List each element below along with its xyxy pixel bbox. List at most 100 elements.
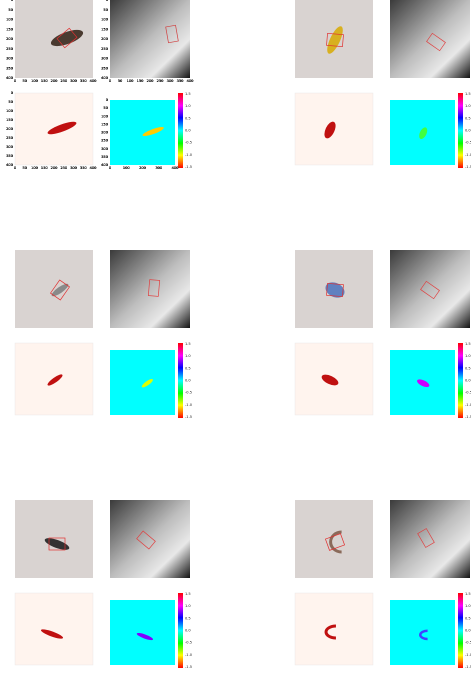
x-tick-label: 100 xyxy=(123,166,131,170)
x-tick-label: 100 xyxy=(123,166,131,170)
colorbar-tick-label: 1.5 xyxy=(465,592,471,596)
y-tick-label: 400 xyxy=(101,163,109,167)
y-tick-label: 100 xyxy=(101,18,109,22)
x-tick-label: 200 xyxy=(139,166,147,170)
y-tick-label: 350 xyxy=(101,155,109,159)
y-tick-label: 50 xyxy=(8,100,13,104)
y-tick-label: 0 xyxy=(11,91,14,95)
y-tick-label: 200 xyxy=(6,37,14,41)
y-tick-label: 150 xyxy=(6,118,14,122)
y-tick-label: 0 xyxy=(106,98,109,102)
rgb-content xyxy=(50,27,84,49)
x-tick-label: 350 xyxy=(80,166,88,170)
panel: 1.5 1.0 0.5 0.0 -0.5 -1.0 -1.5 xyxy=(14,250,193,419)
grasp-box xyxy=(50,279,70,301)
x-tick-label: 100 xyxy=(127,79,135,83)
x-tick-label: 300 xyxy=(167,79,175,83)
x-tick-label: 200 xyxy=(139,166,147,170)
x-tick-label: 350 xyxy=(177,79,185,83)
colorbar-tick-label: 0.5 xyxy=(465,116,471,120)
colorbar xyxy=(178,593,183,668)
y-tick-label: 100 xyxy=(101,114,109,118)
x-tick-label: 400 xyxy=(172,166,180,170)
x-tick-label: 350 xyxy=(80,79,88,83)
y-tick-label: 350 xyxy=(6,154,14,158)
y-tick-label: 250 xyxy=(6,136,14,140)
y-tick-label: 50 xyxy=(8,100,13,104)
x-tick-label: 0 xyxy=(109,79,112,83)
x-tick-label: 300 xyxy=(155,166,163,170)
x-tick-label: 0 xyxy=(109,166,112,170)
y-tick-label: 150 xyxy=(101,122,109,126)
x-tick-label: 0 xyxy=(109,79,112,83)
y-tick-label: 100 xyxy=(101,18,109,22)
colorbar-tick-label: -1.0 xyxy=(185,653,193,657)
y-tick-label: 50 xyxy=(8,8,13,12)
x-tick-label: 200 xyxy=(51,166,59,170)
colorbar xyxy=(458,93,463,168)
y-tick-label: 300 xyxy=(6,57,14,61)
y-tick-label: 300 xyxy=(101,147,109,151)
y-tick-label: 300 xyxy=(6,145,14,149)
y-tick-label: 100 xyxy=(6,18,14,22)
x-tick-label: 50 xyxy=(22,79,27,83)
y-tick-label: 300 xyxy=(6,57,14,61)
x-tick-label: 250 xyxy=(157,79,165,83)
x-tick-label: 100 xyxy=(127,79,135,83)
x-tick-label: 200 xyxy=(147,79,155,83)
depth-image xyxy=(390,500,470,578)
x-tick-label: 350 xyxy=(80,79,88,83)
y-tick-label: 300 xyxy=(101,147,109,151)
y-tick-label: 250 xyxy=(6,136,14,140)
object xyxy=(327,26,343,54)
angle-content xyxy=(419,127,428,140)
y-tick-label: 0 xyxy=(106,0,109,2)
y-tick-label: 200 xyxy=(6,127,14,131)
y-tick-label: 400 xyxy=(101,76,109,80)
y-tick-label: 0 xyxy=(106,0,109,2)
x-tick-label: 300 xyxy=(70,79,78,83)
object xyxy=(419,629,428,641)
x-tick-label: 50 xyxy=(22,79,27,83)
y-tick-label: 300 xyxy=(6,145,14,149)
rgb-content xyxy=(324,530,346,554)
y-tick-label: 350 xyxy=(6,154,14,158)
quality-content xyxy=(47,374,63,386)
y-tick-label: 250 xyxy=(101,47,109,51)
y-tick-label: 350 xyxy=(6,66,14,70)
colorbar-tick-label: 0.0 xyxy=(465,629,471,633)
x-tick-label: 100 xyxy=(123,166,131,170)
x-tick-label: 100 xyxy=(127,79,135,83)
angle-content xyxy=(142,127,164,137)
y-tick-label: 150 xyxy=(6,27,14,31)
y-tick-label: 0 xyxy=(106,0,109,2)
x-tick-label: 0 xyxy=(109,79,112,83)
x-tick-label: 400 xyxy=(90,79,98,83)
depth-image xyxy=(110,500,190,578)
x-tick-label: 50 xyxy=(118,79,123,83)
object xyxy=(51,283,69,297)
x-tick-label: 150 xyxy=(137,79,145,83)
y-tick-label: 0 xyxy=(106,98,109,102)
y-tick-label: 100 xyxy=(6,109,14,113)
x-tick-label: 0 xyxy=(109,79,112,83)
y-tick-label: 150 xyxy=(6,27,14,31)
x-tick-label: 300 xyxy=(70,166,78,170)
x-tick-label: 250 xyxy=(60,166,68,170)
x-tick-label: 300 xyxy=(70,166,78,170)
x-tick-label: 400 xyxy=(90,79,98,83)
x-tick-label: 300 xyxy=(167,79,175,83)
y-tick-label: 300 xyxy=(101,147,109,151)
panel: 1.5 1.0 0.5 0.0 -0.5 -1.0 -1.5 xyxy=(294,500,471,669)
x-tick-label: 400 xyxy=(172,166,180,170)
object xyxy=(40,629,64,639)
y-tick-label: 350 xyxy=(101,155,109,159)
colorbar xyxy=(458,343,463,418)
y-tick-label: 50 xyxy=(8,100,13,104)
object xyxy=(321,374,339,386)
quality-content xyxy=(324,121,336,139)
x-tick-label: 200 xyxy=(51,79,59,83)
y-tick-label: 350 xyxy=(6,154,14,158)
y-tick-label: 250 xyxy=(101,139,109,143)
x-tick-label: 150 xyxy=(41,79,49,83)
